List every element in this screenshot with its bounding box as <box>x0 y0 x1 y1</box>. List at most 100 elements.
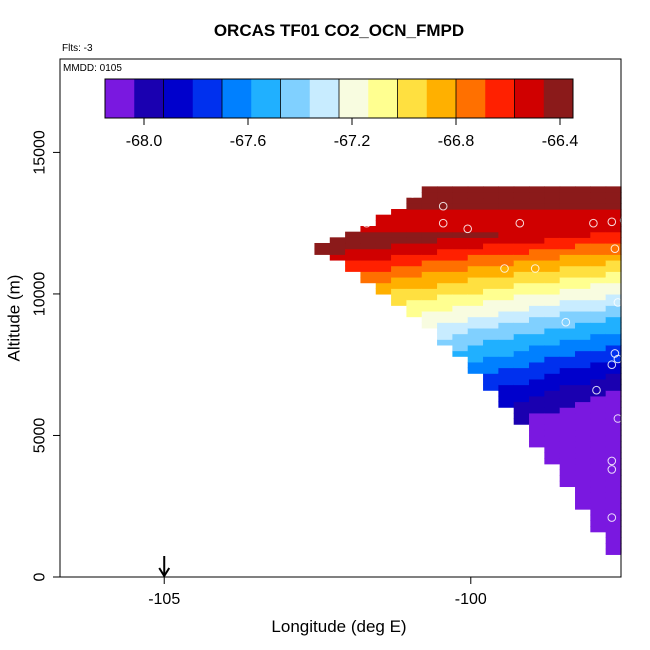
heatmap-cell <box>559 463 576 471</box>
colorbar-segment <box>222 79 252 118</box>
heatmap-cell <box>544 209 561 216</box>
heatmap-cell <box>559 310 576 318</box>
heatmap-cell <box>529 356 545 363</box>
heatmap-cell <box>544 310 561 318</box>
observation-marker <box>500 264 509 273</box>
heatmap-cell <box>605 384 622 391</box>
heatmap-cell <box>575 463 591 471</box>
heatmap-cell <box>498 373 515 380</box>
plot-frame <box>59 58 622 578</box>
observation-marker <box>638 552 647 562</box>
heatmap-cell <box>544 282 561 289</box>
heatmap-cell <box>590 231 607 238</box>
heatmap-cell <box>544 259 561 267</box>
heatmap-cell <box>529 214 545 221</box>
heatmap-cell <box>498 220 515 227</box>
y-axis-label: Altitude (m) <box>5 275 24 362</box>
heatmap-cell <box>406 197 423 204</box>
heatmap-cell <box>575 271 591 278</box>
heatmap-cell <box>391 220 408 227</box>
heatmap-cell <box>467 299 484 306</box>
colorbar-tick-label: -67.6 <box>230 133 267 150</box>
heatmap-cell <box>513 356 530 363</box>
y-tick-label: 5000 <box>32 418 49 454</box>
heatmap-cell <box>544 254 561 261</box>
heatmap-cell <box>605 520 622 527</box>
colorbar-segment <box>251 79 281 118</box>
heatmap-cell <box>421 305 438 312</box>
heatmap-cell <box>513 316 530 323</box>
colorbar-tick-label: -68.0 <box>126 133 163 150</box>
heatmap-cell <box>421 293 438 301</box>
heatmap-cell <box>605 509 622 516</box>
heatmap-cell <box>467 333 484 340</box>
heatmap-cell <box>605 441 622 448</box>
heatmap-cell <box>467 265 484 272</box>
colorbar-segment <box>309 79 340 118</box>
colorbar-segment <box>397 79 428 118</box>
heatmap-cell <box>544 435 561 442</box>
heatmap-cell <box>529 305 545 312</box>
heatmap-cell <box>544 231 561 238</box>
heatmap-cell <box>575 322 591 329</box>
heatmap-cell <box>544 458 561 465</box>
heatmap-cell <box>590 327 607 335</box>
heatmap-cell <box>360 248 377 255</box>
heatmap-cell <box>513 226 530 233</box>
heatmap-cell <box>605 350 622 357</box>
heatmap-cell <box>590 418 607 425</box>
heatmap-cell <box>529 231 545 238</box>
heatmap-cells <box>314 186 622 555</box>
heatmap-cell <box>360 259 377 267</box>
heatmap-cell <box>590 192 607 199</box>
heatmap-cell <box>605 548 622 555</box>
heatmap-cell <box>590 367 607 374</box>
heatmap-cell <box>498 186 515 193</box>
heatmap-cell <box>605 265 622 272</box>
heatmap-cell <box>360 231 377 238</box>
heatmap-cell <box>498 395 515 403</box>
heatmap-cell <box>590 492 607 499</box>
heatmap-cell <box>437 186 453 193</box>
observation-marker <box>607 465 617 474</box>
observation-marker <box>561 317 571 327</box>
heatmap-cell <box>529 441 545 448</box>
heatmap-cell <box>605 344 622 352</box>
heatmap-cell <box>559 231 576 238</box>
heatmap-cell <box>575 367 591 374</box>
heatmap-cell <box>452 333 469 340</box>
heatmap-cell <box>437 254 453 261</box>
heatmap-cell <box>605 486 622 493</box>
heatmap-cell <box>345 254 362 261</box>
heatmap-cell <box>544 192 561 199</box>
heatmap-cell <box>559 271 576 278</box>
heatmap-cell <box>437 197 453 204</box>
heatmap-cell <box>513 265 530 272</box>
heatmap-cell <box>452 186 469 193</box>
heatmap-cell <box>452 197 469 204</box>
heatmap-cell <box>575 475 591 482</box>
heatmap-cell <box>483 226 499 233</box>
heatmap-cell <box>575 339 591 346</box>
heatmap-cell <box>437 333 453 340</box>
heatmap-cell <box>529 333 545 340</box>
observation-marker <box>607 513 617 522</box>
heatmap-cell <box>498 265 515 272</box>
heatmap-cell <box>590 412 607 420</box>
heatmap-cell <box>421 316 438 323</box>
heatmap-cell <box>559 203 576 210</box>
heatmap-cell <box>529 395 545 403</box>
heatmap-cell <box>590 469 607 476</box>
heatmap-cell <box>452 299 469 306</box>
heatmap-cell <box>590 458 607 465</box>
heatmap-cell <box>406 248 423 255</box>
heatmap-cell <box>590 452 607 459</box>
heatmap-cell <box>345 259 362 267</box>
heatmap-cell <box>544 367 561 374</box>
observation-marker <box>463 224 473 234</box>
heatmap-cell <box>483 316 499 323</box>
heatmap-cell <box>498 390 515 397</box>
heatmap-cell <box>559 339 576 346</box>
heatmap-cell <box>559 446 576 454</box>
heatmap-cell <box>590 271 607 278</box>
